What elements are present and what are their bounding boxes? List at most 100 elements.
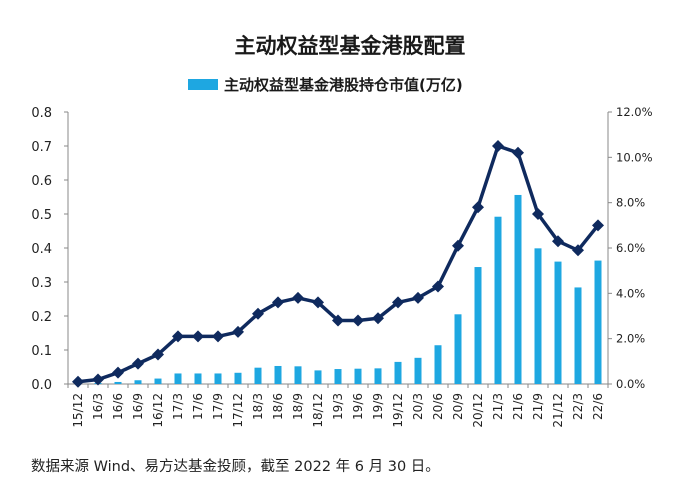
bar	[314, 370, 322, 384]
line-point	[312, 296, 324, 309]
line-point	[552, 235, 564, 248]
legend-label: 主动权益型基金港股持仓市值(万亿)	[224, 75, 463, 94]
x-tick-label: 19/6	[351, 393, 365, 420]
bar	[434, 345, 442, 384]
y-right-tick-label: 8.0%	[616, 196, 645, 210]
bar	[394, 361, 402, 384]
line-point	[572, 244, 584, 257]
x-tick-label: 18/3	[251, 393, 265, 420]
x-tick-label: 19/12	[391, 393, 405, 428]
bar	[454, 314, 462, 384]
line-point	[432, 280, 444, 293]
bar	[574, 287, 582, 384]
y-right-tick-label: 6.0%	[616, 241, 645, 255]
bar	[554, 261, 562, 384]
line-point	[452, 239, 464, 252]
y-right-tick-label: 2.0%	[616, 332, 645, 346]
line-point	[172, 330, 184, 343]
x-tick-label: 16/6	[111, 393, 125, 420]
x-tick-label: 16/12	[151, 393, 165, 428]
bar	[194, 373, 202, 384]
y-left-tick-label: 0.6	[31, 174, 52, 189]
x-tick-label: 21/6	[511, 393, 525, 420]
x-tick-label: 21/12	[551, 393, 565, 428]
y-left-tick-label: 0.2	[31, 310, 52, 325]
bar	[474, 267, 482, 384]
bar	[514, 194, 522, 384]
y-left-tick-label: 0.8	[31, 106, 52, 121]
bar	[254, 367, 262, 384]
line-point	[252, 307, 264, 320]
x-tick-label: 19/9	[371, 393, 385, 420]
bar	[214, 373, 222, 384]
x-tick-label: 20/12	[471, 393, 485, 428]
line-point	[72, 375, 84, 388]
x-tick-label: 20/3	[411, 393, 425, 420]
bar	[134, 380, 142, 384]
x-tick-label: 16/3	[91, 393, 105, 420]
x-tick-label: 22/3	[571, 393, 585, 420]
x-tick-label: 15/12	[71, 393, 85, 428]
y-left-tick-label: 0.3	[31, 276, 52, 291]
x-tick-label: 18/6	[271, 393, 285, 420]
line-point	[332, 314, 344, 327]
y-left-tick-label: 0.1	[31, 344, 52, 359]
bar	[114, 381, 122, 384]
y-left-tick-label: 0.4	[31, 242, 52, 257]
line-point	[472, 201, 484, 214]
line-point	[212, 330, 224, 343]
y-right-tick-label: 4.0%	[616, 286, 645, 300]
y-right-tick-label: 10.0%	[616, 150, 653, 164]
bar	[334, 369, 342, 384]
x-tick-label: 21/9	[531, 393, 545, 420]
line-point	[532, 208, 544, 220]
line-point	[232, 325, 244, 338]
x-tick-label: 21/3	[491, 393, 505, 420]
line-point	[132, 357, 144, 370]
y-left-tick-label: 0.0	[31, 378, 52, 393]
bar	[354, 368, 362, 384]
chart-title: 主动权益型基金港股配置	[234, 34, 466, 58]
x-tick-label: 20/6	[431, 393, 445, 420]
line-point	[112, 366, 124, 379]
x-tick-label: 20/9	[451, 393, 465, 420]
x-tick-label: 17/6	[191, 393, 205, 420]
x-tick-label: 18/9	[291, 393, 305, 420]
bar	[594, 260, 602, 384]
bar	[154, 378, 162, 384]
line-point	[292, 291, 304, 304]
line-point	[92, 373, 104, 386]
bar	[414, 357, 422, 384]
line-point	[152, 348, 164, 361]
x-tick-label: 19/3	[331, 393, 345, 420]
line-point	[372, 312, 384, 325]
line-point	[392, 296, 404, 309]
bar	[234, 372, 242, 384]
x-tick-label: 17/9	[211, 393, 225, 420]
x-tick-label: 22/6	[591, 393, 605, 420]
line-point	[592, 219, 604, 232]
bar	[494, 216, 502, 384]
line-point	[272, 296, 284, 309]
line-point	[192, 330, 204, 343]
legend-swatch	[188, 78, 218, 90]
bar	[274, 365, 282, 384]
line-point	[412, 291, 424, 304]
bar	[294, 366, 302, 384]
y-right-tick-label: 12.0%	[616, 105, 653, 119]
y-right-tick-label: 0.0%	[616, 377, 645, 391]
x-tick-label: 16/9	[131, 393, 145, 420]
y-left-tick-label: 0.5	[31, 208, 52, 223]
x-tick-label: 18/12	[311, 393, 325, 428]
line-point	[512, 146, 524, 159]
line-point	[352, 314, 364, 327]
line-point	[492, 140, 504, 152]
x-tick-label: 17/12	[231, 393, 245, 428]
source-note: 数据来源 Wind、易方达基金投顾，截至 2022 年 6 月 30 日。	[31, 459, 440, 475]
bar	[374, 368, 382, 384]
x-tick-label: 17/3	[171, 393, 185, 420]
y-left-tick-label: 0.7	[31, 140, 52, 155]
bar	[174, 373, 182, 384]
legend: 主动权益型基金港股持仓市值(万亿)	[188, 74, 463, 94]
